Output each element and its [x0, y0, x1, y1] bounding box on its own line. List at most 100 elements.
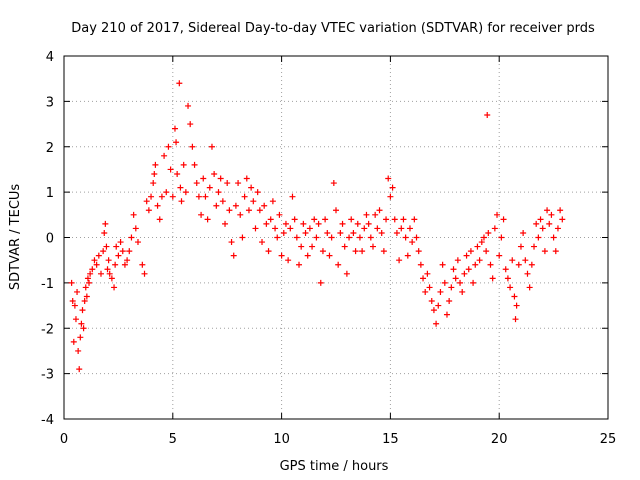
data-point — [548, 211, 555, 218]
data-point — [302, 229, 309, 236]
data-point — [119, 248, 126, 255]
data-point — [202, 193, 209, 200]
data-point — [252, 225, 259, 232]
data-point — [413, 234, 420, 241]
data-point — [81, 298, 88, 305]
data-point — [79, 307, 86, 314]
data-point — [467, 248, 474, 255]
data-point — [541, 248, 548, 255]
data-point — [378, 229, 385, 236]
data-point — [217, 175, 224, 182]
y-tick-label: -4 — [41, 413, 54, 428]
data-point — [369, 243, 376, 250]
data-point — [417, 261, 424, 268]
data-point — [513, 302, 520, 309]
data-point — [480, 234, 487, 241]
data-point — [108, 275, 115, 282]
data-point — [348, 216, 355, 223]
data-point — [174, 170, 181, 177]
data-point — [189, 143, 196, 150]
x-tick-label: 25 — [600, 432, 617, 447]
data-point — [126, 248, 133, 255]
data-point — [309, 243, 316, 250]
data-point — [472, 261, 479, 268]
data-point — [173, 139, 180, 146]
data-point — [400, 216, 407, 223]
data-point — [293, 234, 300, 241]
data-point — [117, 239, 124, 246]
data-point — [487, 261, 494, 268]
data-point — [285, 257, 292, 264]
data-point — [200, 175, 207, 182]
data-point — [406, 225, 413, 232]
data-point — [319, 248, 326, 255]
data-point — [103, 243, 110, 250]
data-point — [539, 225, 546, 232]
data-point — [104, 266, 111, 273]
data-point — [489, 275, 496, 282]
data-point — [528, 261, 535, 268]
data-point — [484, 111, 491, 118]
data-point — [72, 316, 79, 323]
data-point — [289, 193, 296, 200]
data-point — [324, 229, 331, 236]
data-point — [95, 252, 102, 259]
data-point — [132, 225, 139, 232]
data-point — [280, 229, 287, 236]
data-point — [380, 248, 387, 255]
data-point — [343, 270, 350, 277]
data-point — [356, 234, 363, 241]
data-point — [176, 80, 183, 87]
data-point — [248, 184, 255, 191]
data-point — [435, 302, 442, 309]
data-point — [311, 216, 318, 223]
data-point — [97, 270, 104, 277]
data-point — [306, 225, 313, 232]
data-point — [106, 270, 113, 277]
data-point — [75, 347, 82, 354]
data-point — [228, 239, 235, 246]
data-point — [80, 325, 87, 332]
data-point — [278, 252, 285, 259]
data-point — [507, 284, 514, 291]
data-point — [78, 320, 85, 327]
data-point — [352, 248, 359, 255]
data-point — [304, 252, 311, 259]
data-point — [450, 266, 457, 273]
data-point — [86, 279, 93, 286]
data-point — [222, 220, 229, 227]
data-point — [265, 248, 272, 255]
data-point — [91, 257, 98, 264]
data-point — [74, 288, 81, 295]
data-point — [115, 252, 122, 259]
x-axis-label: GPS time / hours — [280, 459, 389, 474]
data-point — [389, 184, 396, 191]
data-point — [156, 216, 163, 223]
data-point — [232, 202, 239, 209]
data-point — [426, 284, 433, 291]
data-point — [396, 257, 403, 264]
data-point — [158, 193, 165, 200]
data-point — [230, 252, 237, 259]
data-point — [496, 252, 503, 259]
data-point — [491, 225, 498, 232]
data-point — [139, 261, 146, 268]
data-point — [261, 202, 268, 209]
data-point — [111, 284, 118, 291]
data-point — [291, 216, 298, 223]
data-point — [452, 275, 459, 282]
data-point — [387, 193, 394, 200]
data-point — [346, 234, 353, 241]
data-point — [474, 243, 481, 250]
data-point — [82, 284, 89, 291]
data-point — [557, 207, 564, 214]
data-point — [485, 229, 492, 236]
data-point — [350, 229, 357, 236]
data-point — [430, 307, 437, 314]
data-point — [180, 161, 187, 168]
data-point — [143, 198, 150, 205]
data-point — [105, 257, 112, 264]
data-point — [263, 220, 270, 227]
data-point — [71, 302, 78, 309]
